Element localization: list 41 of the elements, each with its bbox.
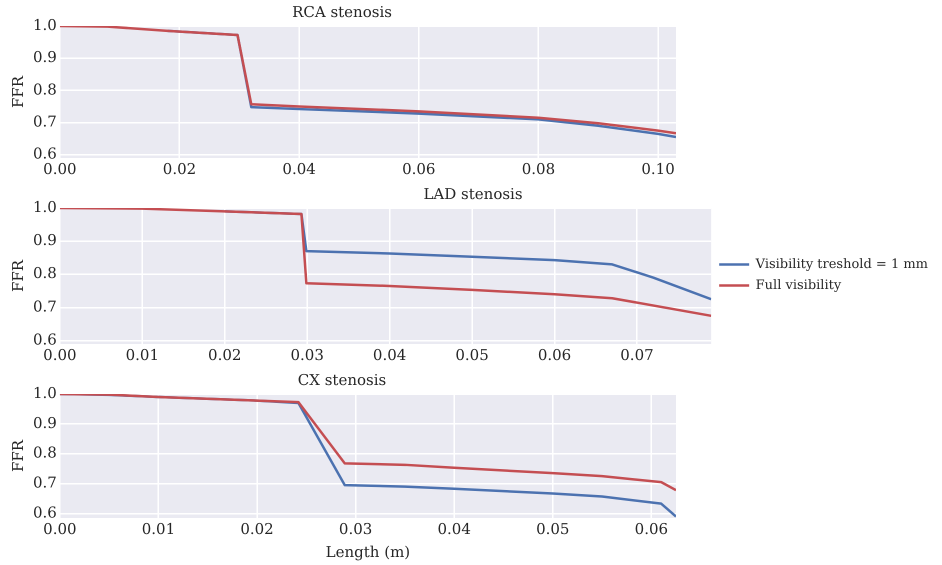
x-tick-label: 0.05: [455, 346, 489, 364]
y-tick-label: 0.9: [32, 414, 57, 432]
chart-title: LAD stenosis: [423, 184, 523, 203]
y-tick-label: 0.7: [32, 474, 57, 492]
x-tick-label: 0.02: [208, 346, 242, 364]
x-tick-label: 0.06: [634, 520, 668, 538]
y-tick-label: 1.0: [32, 198, 57, 216]
y-tick-label: 0.8: [32, 264, 57, 282]
y-axis-title: FFR: [8, 259, 27, 292]
y-tick-label: 0.9: [32, 231, 57, 250]
x-tick-label: 0.02: [240, 520, 274, 538]
chart-title: RCA stenosis: [292, 2, 392, 21]
x-tick-label: 0.01: [126, 346, 159, 364]
x-tick-label: 0.07: [620, 346, 654, 364]
x-tick-label: 0.10: [641, 160, 675, 178]
chart-title: CX stenosis: [298, 370, 386, 389]
x-axis-title: Length (m): [326, 542, 410, 561]
x-tick-label: 0.00: [43, 520, 77, 538]
y-tick-label: 1.0: [32, 384, 57, 402]
y-tick-label: 0.7: [32, 112, 57, 130]
y-tick-label: 0.7: [32, 297, 57, 316]
x-tick-label: 0.04: [282, 160, 316, 178]
x-tick-label: 0.04: [437, 520, 471, 538]
x-tick-label: 0.03: [338, 520, 372, 538]
x-tick-label: 0.03: [290, 346, 324, 364]
x-tick-label: 0.08: [522, 160, 556, 178]
x-tick-label: 0.02: [162, 160, 196, 178]
x-tick-label: 0.01: [142, 520, 176, 538]
y-tick-label: 0.8: [32, 444, 57, 462]
y-axis-title: FFR: [8, 439, 27, 472]
x-tick-label: 0.06: [402, 160, 436, 178]
x-tick-label: 0.06: [538, 346, 572, 364]
x-tick-label: 0.05: [536, 520, 570, 538]
y-tick-label: 0.8: [32, 80, 57, 98]
legend-label: Visibility treshold = 1 mm: [754, 256, 928, 272]
x-tick-label: 0.04: [372, 346, 406, 364]
y-tick-label: 0.6: [32, 503, 57, 522]
y-axis-title: FFR: [8, 75, 27, 108]
legend-label: Full visibility: [756, 278, 842, 293]
y-tick-label: 1.0: [32, 16, 57, 34]
y-tick-label: 0.9: [32, 48, 57, 66]
